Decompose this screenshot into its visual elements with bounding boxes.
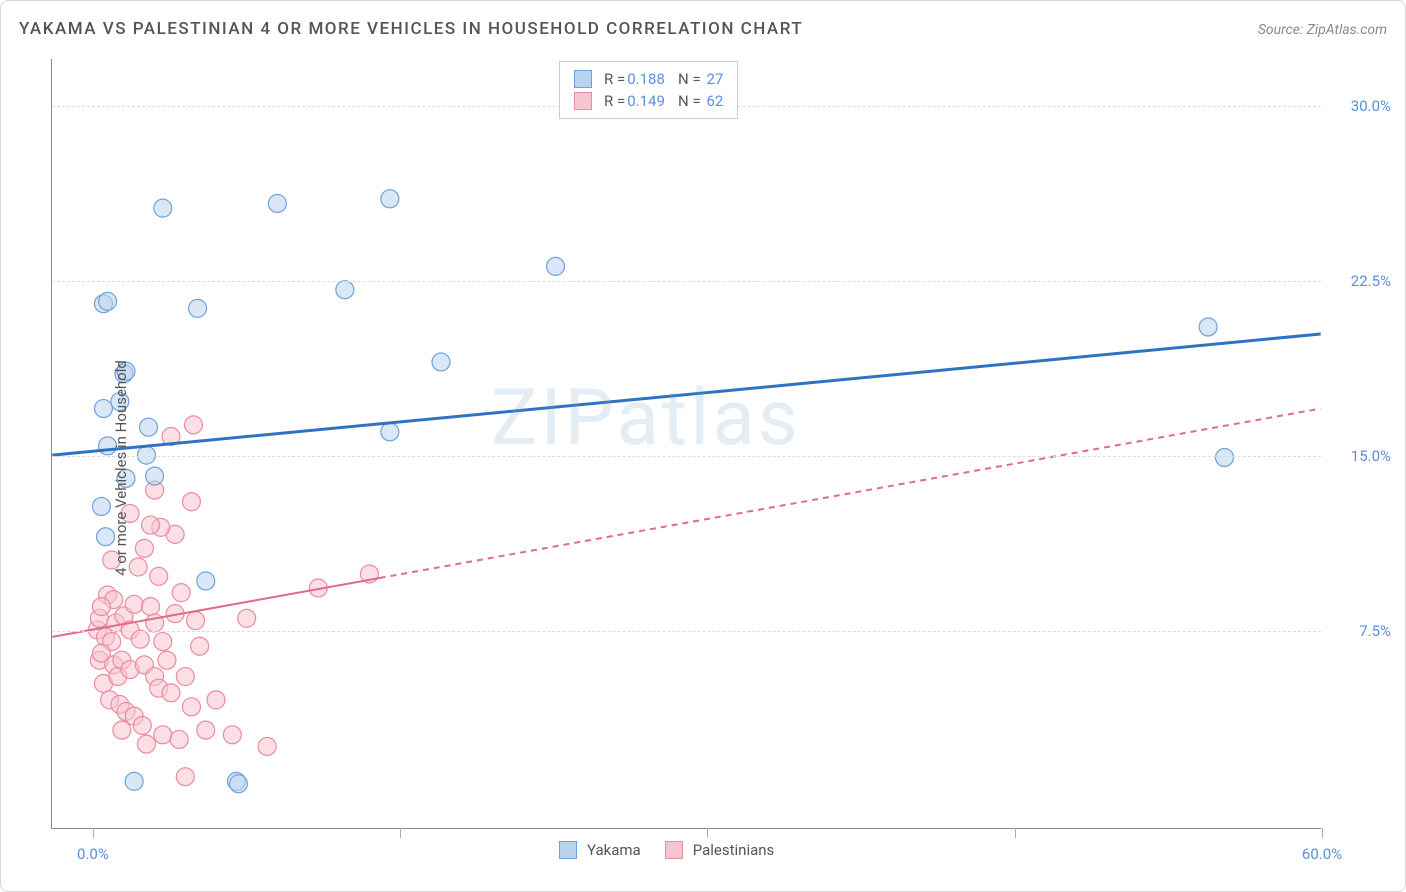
legend-label: Yakama: [587, 841, 641, 859]
point-pink: [137, 735, 155, 753]
legend-series: Yakama Palestinians: [559, 841, 774, 859]
point-pink: [176, 768, 194, 786]
point-pink: [223, 726, 241, 744]
title-bar: YAKAMA VS PALESTINIAN 4 OR MORE VEHICLES…: [19, 19, 1387, 39]
r-label: R =: [604, 68, 625, 90]
chart-svg: [52, 59, 1321, 828]
x-tick-label: 60.0%: [1302, 845, 1342, 863]
point-blue: [381, 190, 399, 208]
n-label: N =: [667, 68, 705, 90]
chart-title: YAKAMA VS PALESTINIAN 4 OR MORE VEHICLES…: [19, 19, 803, 39]
point-blue: [268, 194, 286, 212]
point-pink: [182, 698, 200, 716]
point-pink: [182, 493, 200, 511]
legend-label: Palestinians: [693, 841, 775, 859]
pink-swatch: [665, 841, 683, 859]
pink-swatch: [574, 92, 592, 110]
point-pink: [176, 668, 194, 686]
legend-row: R = 0.149 N = 62: [574, 90, 723, 112]
trend-blue-solid: [52, 334, 1320, 455]
blue-swatch: [559, 841, 577, 859]
point-pink: [150, 567, 168, 585]
blue-swatch: [574, 70, 592, 88]
grid-line: [52, 456, 1321, 457]
y-tick-label: 15.0%: [1331, 447, 1391, 465]
y-tick-label: 30.0%: [1331, 97, 1391, 115]
point-pink: [187, 612, 205, 630]
plot-area: 7.5%15.0%22.5%30.0%0.0%60.0%: [51, 59, 1321, 829]
point-pink: [258, 737, 276, 755]
point-blue: [125, 772, 143, 790]
grid-line: [52, 631, 1321, 632]
legend-item: Palestinians: [665, 841, 775, 859]
point-blue: [189, 299, 207, 317]
point-pink: [92, 598, 110, 616]
r-label: R =: [604, 90, 625, 112]
y-tick-label: 22.5%: [1331, 272, 1391, 290]
n-label: N =: [667, 90, 705, 112]
legend-row: R = 0.188 N = 27: [574, 68, 723, 90]
x-tick: [400, 828, 401, 838]
n-value: 27: [706, 68, 723, 90]
point-blue: [547, 257, 565, 275]
point-pink: [207, 691, 225, 709]
point-pink: [184, 416, 202, 434]
point-pink: [125, 595, 143, 613]
point-pink: [135, 539, 153, 557]
point-blue: [336, 281, 354, 299]
r-value: 0.149: [627, 90, 665, 112]
y-axis-label: 4 or more Vehicles in Household: [112, 361, 130, 577]
point-blue: [1216, 448, 1234, 466]
y-tick-label: 7.5%: [1331, 622, 1391, 640]
point-pink: [162, 684, 180, 702]
point-pink: [158, 651, 176, 669]
trend-pink-dashed: [380, 409, 1321, 578]
point-pink: [131, 630, 149, 648]
point-pink: [133, 716, 151, 734]
point-pink: [238, 609, 256, 627]
chart-container: YAKAMA VS PALESTINIAN 4 OR MORE VEHICLES…: [0, 0, 1406, 892]
point-blue: [94, 400, 112, 418]
point-pink: [142, 516, 160, 534]
point-blue: [432, 353, 450, 371]
x-tick: [1015, 828, 1016, 838]
point-pink: [154, 726, 172, 744]
point-blue: [197, 572, 215, 590]
point-blue: [146, 467, 164, 485]
point-blue: [92, 497, 110, 515]
grid-line: [52, 281, 1321, 282]
source-label: Source: ZipAtlas.com: [1258, 22, 1387, 38]
legend-item: Yakama: [559, 841, 641, 859]
x-tick-label: 0.0%: [77, 845, 109, 863]
point-blue: [229, 775, 247, 793]
x-tick: [1322, 828, 1323, 838]
point-pink: [129, 558, 147, 576]
point-pink: [170, 730, 188, 748]
point-pink: [172, 584, 190, 602]
x-tick: [707, 828, 708, 838]
point-blue: [1199, 318, 1217, 336]
point-pink: [113, 721, 131, 739]
n-value: 62: [706, 90, 723, 112]
point-blue: [139, 418, 157, 436]
legend-correlation: R = 0.188 N = 27R = 0.149 N = 62: [559, 61, 738, 119]
point-pink: [197, 721, 215, 739]
point-pink: [154, 633, 172, 651]
point-blue: [381, 423, 399, 441]
point-blue: [99, 292, 117, 310]
point-pink: [142, 598, 160, 616]
point-pink: [191, 637, 209, 655]
x-tick: [93, 828, 94, 838]
point-blue: [154, 199, 172, 217]
r-value: 0.188: [627, 68, 665, 90]
